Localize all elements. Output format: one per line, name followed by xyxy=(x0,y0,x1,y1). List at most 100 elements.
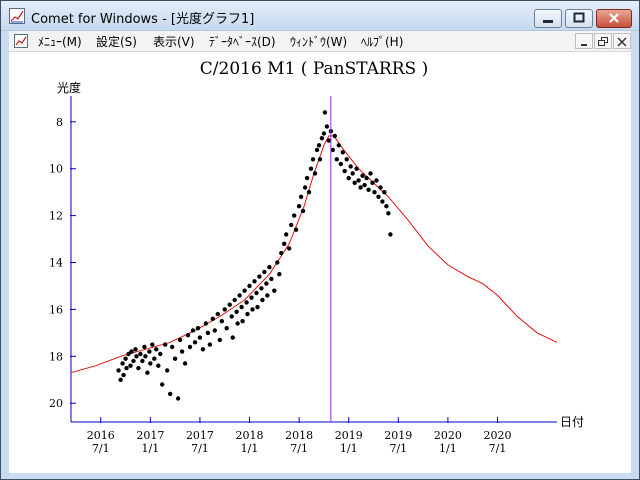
observation-point xyxy=(267,265,272,270)
x-tick-label-year: 2017 xyxy=(186,429,214,442)
observation-point xyxy=(190,328,196,333)
y-tick-label: 18 xyxy=(49,350,63,363)
close-icon xyxy=(609,13,619,23)
observation-point xyxy=(120,361,125,366)
observation-point xyxy=(388,232,393,237)
observation-point xyxy=(360,173,365,178)
observation-point xyxy=(128,363,133,368)
observation-point xyxy=(250,307,255,312)
observation-point xyxy=(217,337,222,343)
observation-point xyxy=(170,344,175,350)
observation-point xyxy=(147,349,152,354)
fit-curve xyxy=(70,135,558,374)
mdi-close-icon xyxy=(617,37,627,47)
observation-point xyxy=(133,347,138,352)
observation-point xyxy=(177,337,183,343)
observation-point xyxy=(260,297,265,303)
x-tick-label-date: 7/1 xyxy=(290,442,308,455)
observation-point xyxy=(210,316,215,321)
observation-point xyxy=(344,157,349,162)
maximize-button[interactable] xyxy=(565,9,593,28)
close-button[interactable] xyxy=(596,9,632,28)
observation-point xyxy=(124,365,129,371)
observation-point xyxy=(262,269,267,275)
observation-point xyxy=(358,185,363,190)
menu-bar: ﾒﾆｭｰ(M) 設定(S) 表示(V) ﾃﾞｰﾀﾍﾞｰｽ(D) ｳｨﾝﾄﾞｳ(W… xyxy=(9,31,631,52)
title-bar[interactable]: Comet for Windows - [光度グラフ1] xyxy=(1,1,639,31)
observation-point xyxy=(175,396,181,401)
observation-point xyxy=(334,157,339,162)
observation-point xyxy=(224,326,229,331)
observation-point xyxy=(302,185,308,190)
observation-point xyxy=(212,328,217,333)
observation-point xyxy=(304,175,310,181)
x-tick-label-year: 2018 xyxy=(236,429,264,442)
observation-point xyxy=(145,370,150,375)
mdi-minimize-button[interactable] xyxy=(575,33,593,49)
y-tick-label: 10 xyxy=(49,163,63,176)
observation-point xyxy=(338,161,343,167)
mdi-restore-icon xyxy=(598,37,608,46)
observation-point xyxy=(340,150,345,155)
observation-point xyxy=(384,204,389,209)
fit-curve-line xyxy=(70,135,558,374)
observation-point xyxy=(332,133,337,139)
observation-point xyxy=(364,175,369,181)
observation-point xyxy=(219,319,224,324)
observation-point xyxy=(129,349,134,354)
observation-point xyxy=(352,180,357,185)
observation-point xyxy=(249,295,254,300)
observation-point xyxy=(165,368,170,373)
observation-point xyxy=(279,250,284,256)
menu-settings[interactable]: 設定(S) xyxy=(96,35,137,49)
observation-point xyxy=(136,365,141,371)
chart-svg: C/2016 M1 ( PanSTARRS ) 光度 日付 8 10 12 14 16 1… xyxy=(49,59,584,455)
observation-point xyxy=(121,372,126,378)
observation-point xyxy=(227,302,232,307)
x-tick-label-year: 2018 xyxy=(285,429,313,442)
observation-point xyxy=(314,147,320,153)
observation-point xyxy=(348,164,353,169)
observation-point xyxy=(150,342,155,347)
observation-point xyxy=(376,194,381,199)
minimize-icon xyxy=(543,20,553,23)
menu-window[interactable]: ｳｨﾝﾄﾞｳ(W) xyxy=(290,35,348,49)
observation-point xyxy=(284,232,289,237)
observation-point xyxy=(259,286,264,291)
document-chart-icon[interactable] xyxy=(13,33,29,49)
menu-database[interactable]: ﾃﾞｰﾀﾍﾞｰｽ(D) xyxy=(209,35,276,49)
observation-point xyxy=(142,344,147,350)
observation-point xyxy=(163,342,168,347)
observation-point xyxy=(134,354,139,359)
observation-point xyxy=(185,333,191,338)
observation-point xyxy=(386,211,391,216)
observation-point xyxy=(269,276,274,282)
x-tick-label-date: 7/1 xyxy=(191,442,209,455)
observation-point xyxy=(257,274,262,279)
observation-point xyxy=(203,321,209,326)
observation-point xyxy=(235,321,240,326)
observation-point xyxy=(292,213,297,218)
x-tick-label-date: 1/1 xyxy=(141,442,159,455)
observation-point xyxy=(300,208,306,214)
observation-point xyxy=(131,358,136,364)
mdi-close-button[interactable] xyxy=(613,33,631,49)
menu-view[interactable]: 表示(V) xyxy=(153,35,195,49)
observation-point xyxy=(138,351,143,357)
observation-point xyxy=(182,361,188,366)
mdi-restore-button[interactable] xyxy=(594,33,612,49)
observation-point xyxy=(342,168,347,174)
minimize-button[interactable] xyxy=(534,9,562,28)
menu-menu[interactable]: ﾒﾆｭｰ(M) xyxy=(38,35,82,49)
observation-point xyxy=(195,326,201,331)
menu-help[interactable]: ﾍﾙﾌﾟ(H) xyxy=(361,35,404,49)
observation-point xyxy=(187,344,193,350)
observation-point xyxy=(244,300,249,305)
x-tick-label-year: 2016 xyxy=(87,429,115,442)
observation-point xyxy=(321,131,327,136)
observation-point xyxy=(308,166,314,171)
observation-point xyxy=(346,175,351,181)
observation-point xyxy=(160,382,165,387)
observation-point xyxy=(205,330,211,336)
observation-point xyxy=(287,246,292,251)
